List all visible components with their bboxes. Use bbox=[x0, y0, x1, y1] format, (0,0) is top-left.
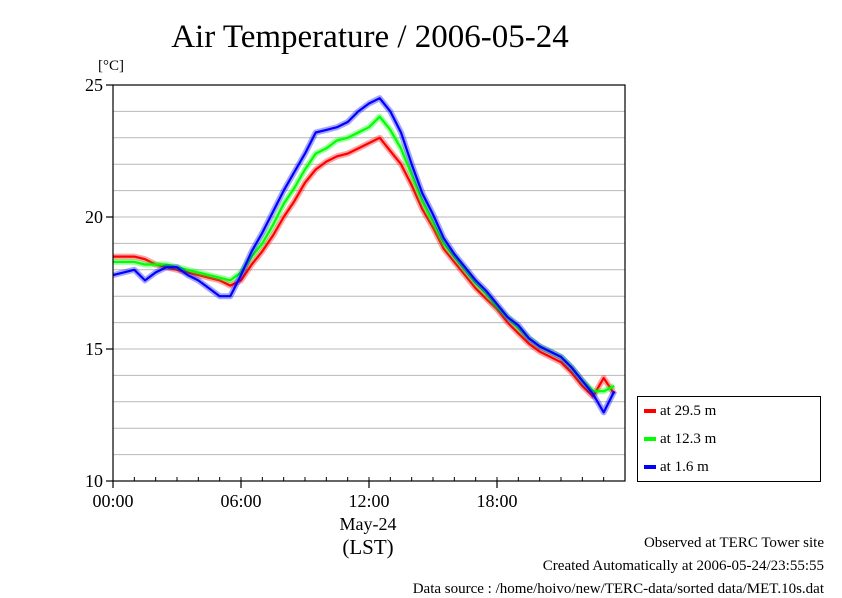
legend-item-1-6m: at 1.6 m bbox=[644, 457, 709, 477]
footer-created-timestamp: Created Automatically at 2006-05-24/23:5… bbox=[542, 558, 824, 574]
x-tick-label: 06:00 bbox=[220, 491, 261, 511]
x-axis-date-label: May-24 bbox=[340, 514, 397, 534]
legend-item-29-5m: at 29.5 m bbox=[644, 401, 716, 421]
y-tick-label: 25 bbox=[85, 75, 103, 95]
series-lines bbox=[112, 95, 617, 416]
y-tick-label: 10 bbox=[85, 471, 103, 491]
grid-lines bbox=[113, 110, 625, 456]
series-line-2 bbox=[112, 97, 616, 414]
chart-title: Air Temperature / 2006-05-24 bbox=[171, 19, 569, 55]
legend-item-12-3m: at 12.3 m bbox=[644, 429, 716, 449]
legend-label: at 1.6 m bbox=[660, 458, 709, 475]
x-tick-label: 18:00 bbox=[476, 491, 517, 511]
footer-data-source: Data source : /home/hoivo/new/TERC-data/… bbox=[412, 581, 824, 597]
legend: at 29.5 m at 12.3 m at 1.6 m bbox=[637, 396, 821, 482]
series-line-0 bbox=[113, 136, 616, 398]
x-tick-label: 12:00 bbox=[348, 491, 389, 511]
legend-label: at 29.5 m bbox=[660, 402, 717, 419]
legend-swatch-red bbox=[644, 409, 656, 413]
axis-ticks: 10 15 20 25 00:00 06:00 12:00 18:00 bbox=[85, 75, 605, 511]
footer-observed-site: Observed at TERC Tower site bbox=[643, 535, 824, 551]
legend-swatch-blue bbox=[644, 465, 656, 469]
y-tick-label: 20 bbox=[85, 207, 103, 227]
y-tick-label: 15 bbox=[85, 339, 103, 359]
x-tick-label: 00:00 bbox=[92, 491, 133, 511]
legend-label: at 12.3 m bbox=[660, 430, 717, 447]
x-axis-timezone-label: (LST) bbox=[342, 535, 393, 559]
legend-swatch-green bbox=[644, 437, 656, 441]
y-axis-unit-label: [°C] bbox=[98, 58, 124, 74]
